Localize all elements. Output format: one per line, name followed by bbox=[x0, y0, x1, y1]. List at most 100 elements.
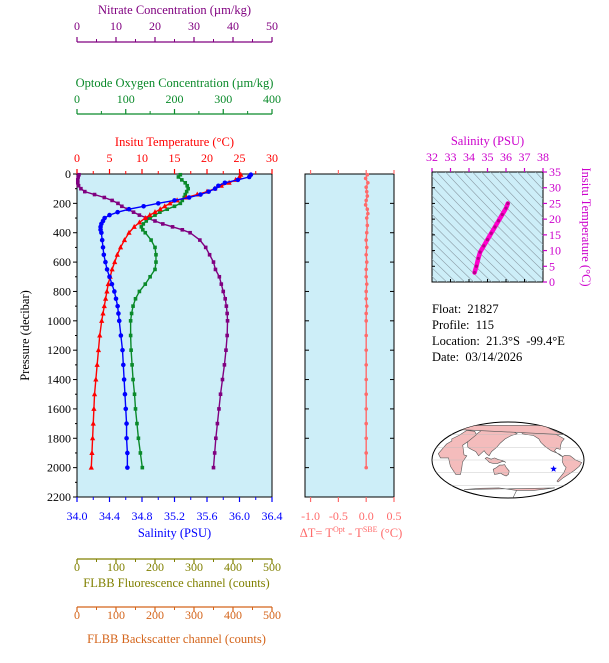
location-label: Location: bbox=[432, 334, 480, 348]
nitrate-point bbox=[211, 260, 216, 264]
salinity-tick-label: 36.4 bbox=[262, 509, 283, 523]
nitrate-point bbox=[120, 204, 124, 209]
temperature-point bbox=[94, 361, 100, 367]
oxygen-point bbox=[180, 178, 184, 182]
map-europe-africa bbox=[437, 430, 477, 475]
backscatter-axis-title: FLBB Backscatter channel (counts) bbox=[87, 632, 266, 646]
delta-t-point bbox=[364, 230, 369, 235]
salinity-point bbox=[206, 189, 211, 194]
ts-isopleth bbox=[481, 172, 543, 236]
nitrate-tick-label: 40 bbox=[227, 19, 239, 33]
ts-ytick-label: 30 bbox=[549, 181, 561, 195]
oxygen-point bbox=[165, 207, 169, 212]
oxygen-point bbox=[140, 465, 145, 470]
oxygen-point bbox=[185, 183, 189, 188]
ts-point bbox=[493, 225, 497, 229]
nitrate-point bbox=[116, 201, 120, 206]
temperature-point bbox=[147, 212, 153, 218]
temperature-point bbox=[103, 295, 109, 301]
pressure-tick-label: 1200 bbox=[47, 343, 71, 357]
pressure-axis-label: Pressure (decibar) bbox=[18, 290, 32, 381]
nitrate-point bbox=[213, 267, 218, 272]
oxygen-tick-label: 300 bbox=[214, 92, 232, 106]
delta-t-point bbox=[364, 311, 368, 316]
nitrate-axis-title: Nitrate Concentration (µm/kg) bbox=[98, 3, 251, 17]
salinity-point bbox=[120, 347, 125, 353]
temperature-point bbox=[152, 209, 158, 215]
ts-isopleth bbox=[526, 172, 543, 190]
delta-t-point bbox=[364, 260, 369, 264]
temperature-tick-label: 30 bbox=[266, 151, 278, 165]
pressure-tick-label: 800 bbox=[53, 284, 71, 298]
delta-t-point bbox=[363, 176, 368, 181]
delta-t-point bbox=[364, 363, 368, 367]
float-value: 21827 bbox=[467, 302, 499, 316]
salinity-point bbox=[109, 281, 115, 287]
salinity-point bbox=[125, 450, 130, 456]
nitrate-point bbox=[223, 296, 227, 301]
salinity-point bbox=[116, 311, 121, 316]
nitrate-point bbox=[75, 178, 80, 182]
ts-series bbox=[472, 201, 511, 275]
temperature-point bbox=[91, 405, 97, 411]
pressure-tick-label: 1000 bbox=[47, 314, 71, 328]
nitrate-point bbox=[145, 216, 149, 220]
nitrate-point bbox=[170, 225, 175, 229]
oxygen-point bbox=[136, 436, 141, 441]
profile-panel: 0200400600800100012001400160018002000220… bbox=[18, 3, 283, 646]
ts-ytick-label: 10 bbox=[549, 244, 561, 258]
delta-t-point bbox=[364, 238, 368, 242]
delta-t-point bbox=[364, 319, 368, 323]
oxygen-point bbox=[131, 377, 135, 382]
ts-point bbox=[489, 231, 493, 235]
fluorescence-tick-label: 300 bbox=[185, 560, 203, 574]
delta-t-label-sup2: SBE bbox=[363, 525, 378, 534]
pressure-tick-label: 1600 bbox=[47, 402, 71, 416]
oxygen-point bbox=[133, 407, 138, 411]
delta-t-series bbox=[363, 172, 370, 470]
delta-t-point bbox=[366, 211, 370, 216]
salinity-tick-label: 36.0 bbox=[229, 509, 250, 523]
oxygen-point bbox=[153, 245, 157, 250]
salinity-point bbox=[198, 192, 203, 197]
ts-point bbox=[478, 250, 482, 254]
oxygen-point bbox=[176, 175, 181, 179]
temperature-tick-label: 25 bbox=[234, 151, 246, 165]
backscatter-tick-label: 400 bbox=[224, 608, 242, 622]
salinity-axis-title: Salinity (PSU) bbox=[138, 526, 211, 540]
oxygen-point bbox=[178, 172, 183, 177]
delta-t-label-main: ΔT= T bbox=[300, 526, 334, 540]
oxygen-point bbox=[149, 238, 153, 242]
nitrate-point bbox=[76, 175, 80, 179]
delta-t-point bbox=[364, 465, 368, 470]
temperature-point bbox=[95, 347, 102, 353]
float-location-star bbox=[550, 465, 557, 472]
location-line: Location: 21.3°S -99.4°E bbox=[432, 334, 565, 349]
nitrate-point bbox=[137, 213, 142, 217]
ts-ytick-label: 25 bbox=[549, 196, 561, 210]
salinity-axis: 34.0 34.4 34.8 35.2 35.6 36.0 36.4 Salinity (PS… bbox=[67, 497, 283, 540]
fluorescence-axis-title: FLBB Fluorescence channel (counts) bbox=[83, 576, 269, 590]
temperature-point bbox=[90, 435, 96, 441]
pressure-tick-label: 0 bbox=[65, 167, 71, 181]
delta-t-point bbox=[364, 245, 369, 250]
ts-isopleth bbox=[499, 172, 543, 218]
delta-t-point bbox=[364, 274, 368, 279]
oxygen-series bbox=[128, 172, 190, 470]
oxygen-axis-title: Optode Oxygen Concentration (µm/kg) bbox=[76, 76, 274, 90]
oxygen-tick-label: 400 bbox=[263, 92, 281, 106]
temperature-point bbox=[99, 317, 105, 323]
delta-t-point bbox=[364, 451, 368, 455]
nitrate-point bbox=[212, 451, 217, 455]
backscatter-tick-label: 0 bbox=[74, 608, 80, 622]
salinity-point bbox=[118, 333, 124, 338]
ts-ytick-label: 0 bbox=[549, 275, 555, 289]
oxygen-point bbox=[143, 282, 148, 286]
delta-t-panel: -1.0 -0.5 0.0 0.5 ΔT= TOpt - TSBE (°C) bbox=[300, 170, 402, 540]
ts-ytick-label: 5 bbox=[549, 259, 555, 273]
delta-t-point bbox=[364, 289, 368, 294]
ts-point bbox=[482, 244, 486, 248]
ts-point bbox=[485, 237, 490, 242]
delta-t-point bbox=[364, 348, 368, 352]
oxygen-point bbox=[186, 186, 190, 191]
